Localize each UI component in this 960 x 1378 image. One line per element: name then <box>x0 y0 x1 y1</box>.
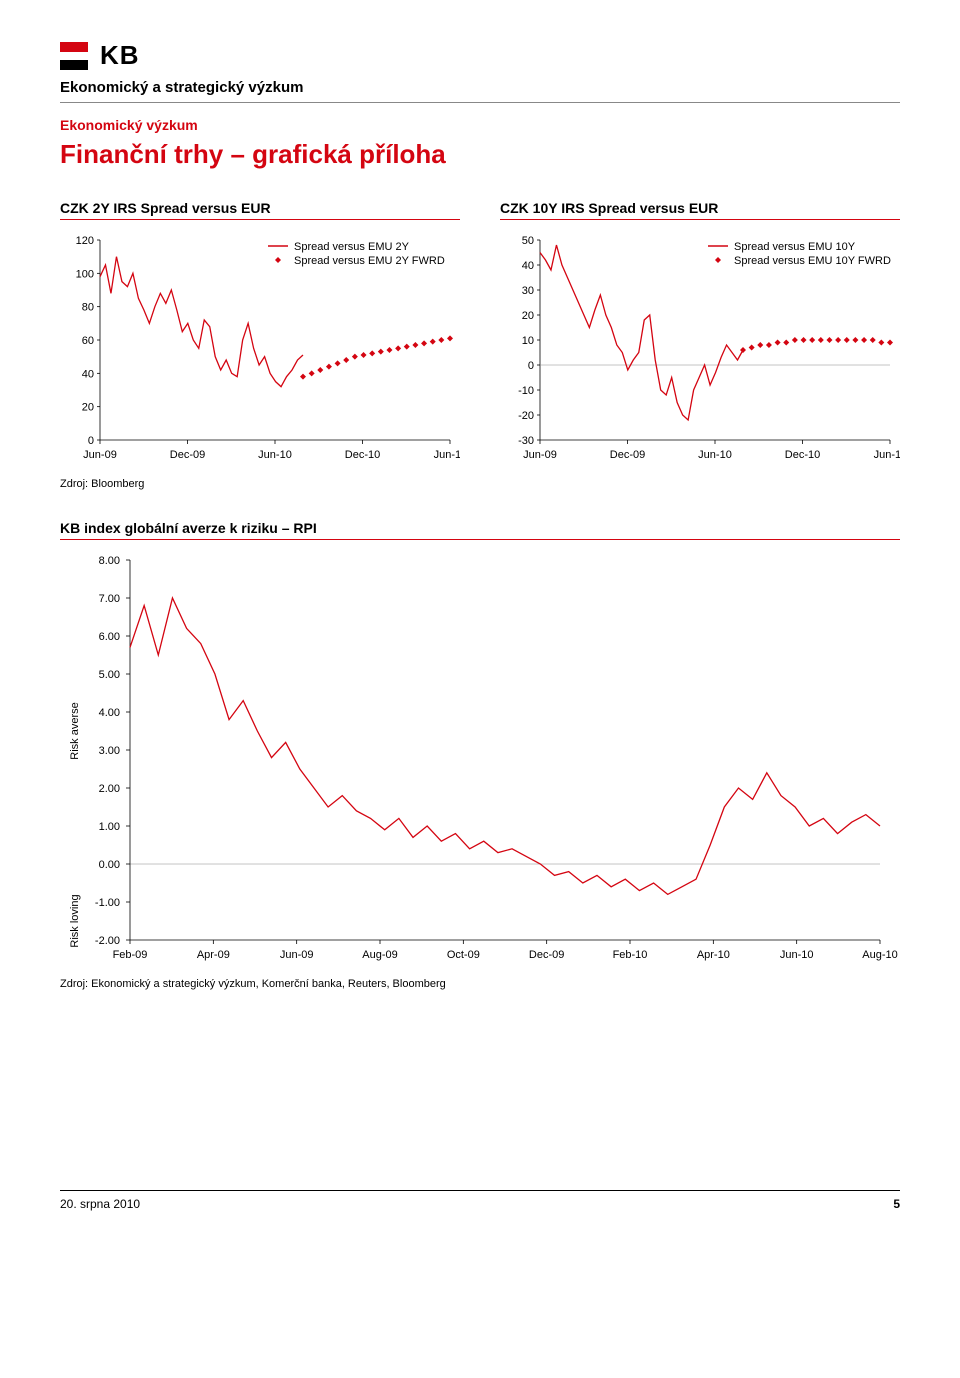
logo-row: KB <box>60 40 900 71</box>
svg-text:80: 80 <box>82 302 94 314</box>
chart1: 0 20 40 60 80 100 120 Jun-09 Dec-09 Jun-10 Dec-10 J… <box>60 230 460 470</box>
svg-text:Spread versus EMU 10Y FWRD: Spread versus EMU 10Y FWRD <box>734 255 891 267</box>
svg-text:Jun-10: Jun-10 <box>698 449 732 461</box>
svg-text:Jun-09: Jun-09 <box>83 449 117 461</box>
svg-text:7.00: 7.00 <box>99 593 120 605</box>
svg-text:100: 100 <box>76 268 94 280</box>
svg-text:Dec-10: Dec-10 <box>785 449 820 461</box>
svg-text:Spread versus EMU 10Y: Spread versus EMU 10Y <box>734 241 856 253</box>
chart3-title: KB index globální averze k riziku – RPI <box>60 520 900 540</box>
page-title: Finanční trhy – grafická příloha <box>60 139 900 170</box>
svg-text:-30: -30 <box>518 435 534 447</box>
svg-text:3.00: 3.00 <box>99 745 120 757</box>
svg-text:Risk loving: Risk loving <box>69 894 81 947</box>
header-divider <box>60 102 900 103</box>
svg-text:120: 120 <box>76 235 94 247</box>
svg-text:30: 30 <box>522 285 534 297</box>
svg-text:Jun-11: Jun-11 <box>434 449 460 461</box>
svg-text:Jun-10: Jun-10 <box>780 949 814 961</box>
svg-text:Dec-10: Dec-10 <box>345 449 380 461</box>
svg-text:0: 0 <box>528 360 534 372</box>
chart1-title: CZK 2Y IRS Spread versus EUR <box>60 200 460 220</box>
svg-text:Dec-09: Dec-09 <box>610 449 645 461</box>
header-subtitle: Ekonomický a strategický výzkum <box>60 79 900 96</box>
footer-page: 5 <box>893 1197 900 1211</box>
source1: Zdroj: Bloomberg <box>60 478 900 490</box>
svg-text:Feb-09: Feb-09 <box>113 949 148 961</box>
svg-text:Dec-09: Dec-09 <box>529 949 564 961</box>
svg-text:6.00: 6.00 <box>99 631 120 643</box>
svg-text:Apr-10: Apr-10 <box>697 949 730 961</box>
svg-text:Apr-09: Apr-09 <box>197 949 230 961</box>
svg-text:1.00: 1.00 <box>99 821 120 833</box>
svg-text:4.00: 4.00 <box>99 707 120 719</box>
svg-text:8.00: 8.00 <box>99 555 120 567</box>
chart2-title: CZK 10Y IRS Spread versus EUR <box>500 200 900 220</box>
svg-text:Jun-10: Jun-10 <box>258 449 292 461</box>
svg-text:Spread versus EMU 2Y: Spread versus EMU 2Y <box>294 241 410 253</box>
svg-text:Aug-10: Aug-10 <box>862 949 897 961</box>
section-label: Ekonomický výzkum <box>60 117 900 133</box>
svg-text:40: 40 <box>82 368 94 380</box>
footer-date: 20. srpna 2010 <box>60 1197 140 1211</box>
source2: Zdroj: Ekonomický a strategický výzkum, … <box>60 978 900 990</box>
svg-text:Oct-09: Oct-09 <box>447 949 480 961</box>
svg-text:0.00: 0.00 <box>99 859 120 871</box>
logo-text: KB <box>100 40 140 71</box>
svg-text:-10: -10 <box>518 385 534 397</box>
svg-text:50: 50 <box>522 235 534 247</box>
svg-text:Jun-11: Jun-11 <box>874 449 900 461</box>
svg-text:Spread versus EMU 2Y FWRD: Spread versus EMU 2Y FWRD <box>294 255 445 267</box>
chart3: 8.00 7.00 6.00 5.00 4.00 3.00 2.00 1.00 0.00 -1.0… <box>60 550 900 970</box>
footer: 20. srpna 2010 5 <box>60 1190 900 1211</box>
svg-text:Jun-09: Jun-09 <box>280 949 314 961</box>
svg-text:Dec-09: Dec-09 <box>170 449 205 461</box>
svg-text:40: 40 <box>522 260 534 272</box>
svg-text:5.00: 5.00 <box>99 669 120 681</box>
chart2: -30 -20 -10 0 10 20 30 40 50 Jun-09 Dec-09 Jun-10 De… <box>500 230 900 470</box>
svg-text:Risk averse: Risk averse <box>69 702 81 759</box>
svg-text:10: 10 <box>522 335 534 347</box>
svg-text:-20: -20 <box>518 410 534 422</box>
svg-text:0: 0 <box>88 435 94 447</box>
svg-text:-1.00: -1.00 <box>95 897 120 909</box>
svg-text:Feb-10: Feb-10 <box>613 949 648 961</box>
svg-text:Jun-09: Jun-09 <box>523 449 557 461</box>
svg-text:60: 60 <box>82 335 94 347</box>
svg-text:20: 20 <box>522 310 534 322</box>
svg-text:20: 20 <box>82 402 94 414</box>
svg-text:Aug-09: Aug-09 <box>362 949 397 961</box>
svg-text:2.00: 2.00 <box>99 783 120 795</box>
svg-text:-2.00: -2.00 <box>95 935 120 947</box>
kb-logo-icon <box>60 42 88 70</box>
